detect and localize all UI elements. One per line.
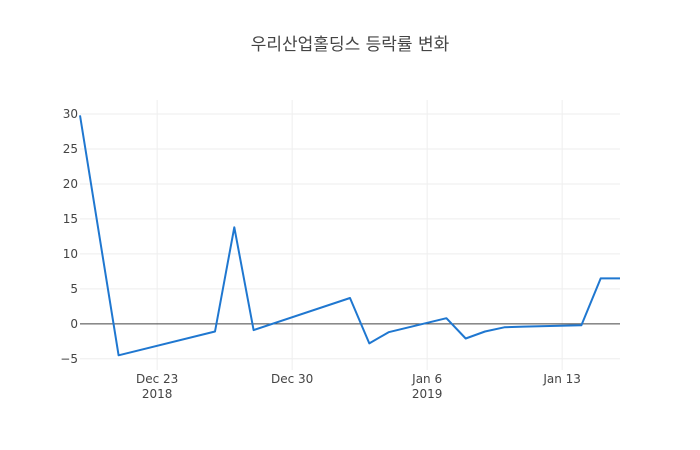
x-tick-year-label: 2018 [142, 387, 173, 401]
x-tick-label: Jan 6 [411, 372, 442, 386]
y-tick-label: 0 [70, 317, 78, 331]
y-tick-label: 20 [63, 177, 78, 191]
y-tick-label: 30 [63, 107, 78, 121]
y-tick-label: 15 [63, 212, 78, 226]
x-gridlines [156, 100, 563, 370]
y-tick-label: 10 [63, 247, 78, 261]
x-tick-label: Dec 23 [136, 372, 178, 386]
x-tick-label: Dec 30 [271, 372, 313, 386]
chart-title: 우리산업홀딩스 등락률 변화 [251, 35, 450, 55]
y-tick-label: 5 [70, 282, 78, 296]
x-tick-year-label: 2019 [412, 387, 443, 401]
y-axis-ticks: −5 0 5 10 15 20 25 30 [60, 107, 78, 366]
x-tick-label: Jan 13 [542, 372, 581, 386]
y-gridlines [80, 113, 620, 360]
series-line [79, 115, 620, 357]
y-tick-label: −5 [60, 352, 78, 366]
y-tick-label: 25 [63, 142, 78, 156]
